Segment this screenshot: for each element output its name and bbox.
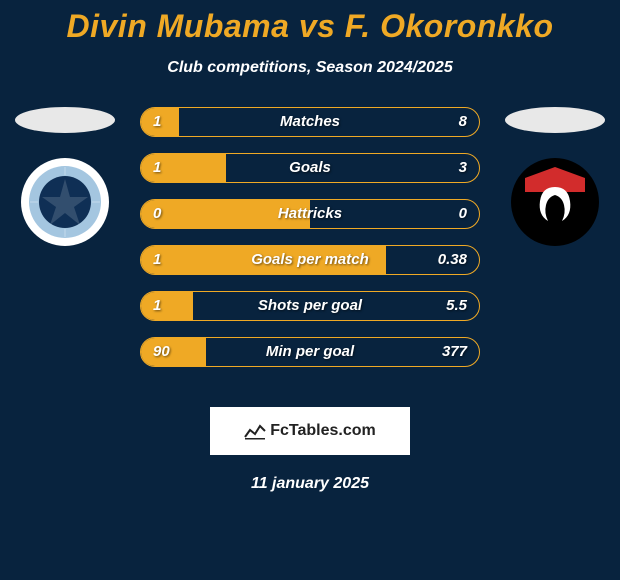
content-area: 18Matches 13Goals 00Hattricks 10.38Goals pe… (0, 107, 620, 387)
comparison-card: Divin Mubama vs F. Okoronkko Club compet… (0, 0, 620, 580)
player-right-column (500, 107, 610, 247)
stat-label: Min per goal (141, 338, 479, 365)
stat-row: 13Goals (140, 153, 480, 183)
player-left-photo-placeholder (15, 107, 115, 133)
player-left-column (10, 107, 120, 247)
brand-text: FcTables.com (270, 422, 376, 440)
brand-logo-icon (244, 422, 266, 440)
club-badge-left (20, 157, 110, 247)
brand-badge: FcTables.com (210, 407, 410, 455)
club-badge-right-icon (510, 157, 600, 247)
club-badge-left-icon (20, 157, 110, 247)
stat-row: 00Hattricks (140, 199, 480, 229)
stat-label: Hattricks (141, 200, 479, 227)
player-right-photo-placeholder (505, 107, 605, 133)
stat-row: 10.38Goals per match (140, 245, 480, 275)
subtitle: Club competitions, Season 2024/2025 (0, 59, 620, 77)
stat-label: Shots per goal (141, 292, 479, 319)
club-badge-right (510, 157, 600, 247)
stat-label: Goals per match (141, 246, 479, 273)
stat-bars: 18Matches 13Goals 00Hattricks 10.38Goals pe… (140, 107, 480, 367)
stat-row: 15.5Shots per goal (140, 291, 480, 321)
stat-label: Goals (141, 154, 479, 181)
date-text: 11 january 2025 (0, 475, 620, 493)
page-title: Divin Mubama vs F. Okoronkko (0, 0, 620, 45)
stat-row: 90377Min per goal (140, 337, 480, 367)
stat-label: Matches (141, 108, 479, 135)
stat-row: 18Matches (140, 107, 480, 137)
